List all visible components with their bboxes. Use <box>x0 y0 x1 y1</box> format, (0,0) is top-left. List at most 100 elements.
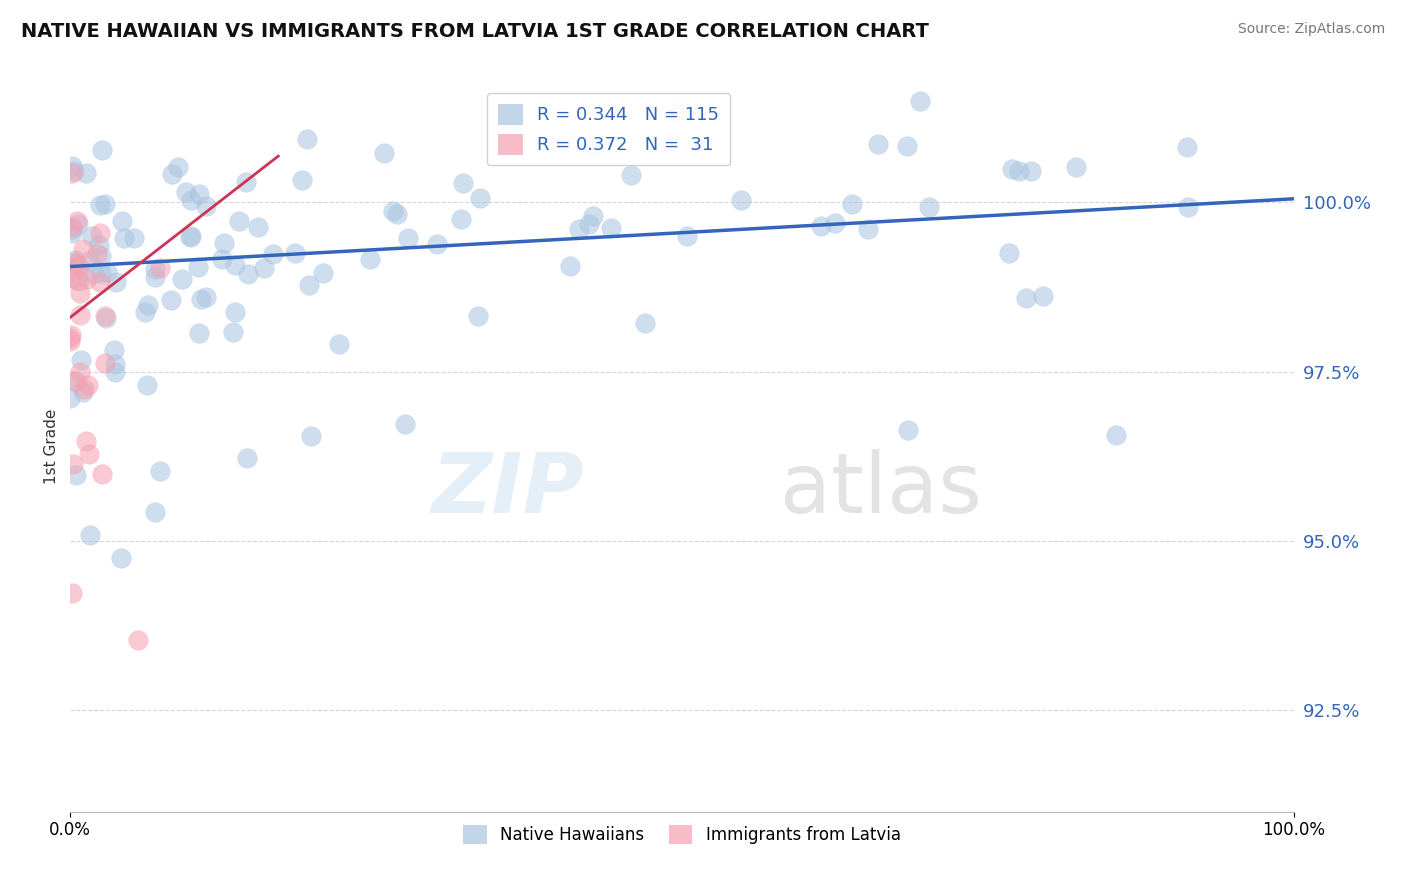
Point <box>65 253 87 268</box>
Point <box>103 343 125 358</box>
Point <box>253 260 276 275</box>
Point <box>105 275 128 289</box>
Point <box>238 267 260 281</box>
Point <box>135 377 157 392</box>
Point <box>297 132 319 146</box>
Point <box>896 139 918 153</box>
Point <box>80 229 103 244</box>
Point <box>582 209 605 223</box>
Point <box>60 166 83 180</box>
Point <box>93 197 115 211</box>
Point <box>111 214 134 228</box>
Point <box>866 136 889 151</box>
Point <box>143 270 166 285</box>
Point <box>188 187 211 202</box>
Point <box>222 326 245 340</box>
Point <box>89 198 111 212</box>
Point <box>89 275 111 289</box>
Point <box>96 311 118 326</box>
Point <box>600 221 623 235</box>
Point <box>89 226 111 240</box>
Point <box>65 260 87 275</box>
Point <box>620 168 643 182</box>
Point <box>66 214 89 228</box>
Point <box>63 257 86 271</box>
Point <box>96 265 118 279</box>
Point <box>63 374 86 388</box>
Point <box>160 293 183 307</box>
Point <box>224 258 246 272</box>
Point <box>450 212 472 227</box>
Point <box>468 191 491 205</box>
Point <box>381 204 404 219</box>
Point <box>247 220 270 235</box>
Legend: Native Hawaiians, Immigrants from Latvia: Native Hawaiians, Immigrants from Latvia <box>457 818 907 851</box>
Point <box>188 326 211 341</box>
Point <box>67 217 90 231</box>
Point <box>75 165 97 179</box>
Point <box>59 331 82 345</box>
Point <box>179 230 201 244</box>
Point <box>675 229 697 244</box>
Point <box>67 274 90 288</box>
Point <box>91 144 114 158</box>
Point <box>77 253 100 268</box>
Point <box>194 290 217 304</box>
Point <box>77 447 100 461</box>
Point <box>810 219 832 234</box>
Point <box>72 384 94 399</box>
Text: Source: ZipAtlas.com: Source: ZipAtlas.com <box>1237 22 1385 37</box>
Point <box>60 222 83 236</box>
Point <box>582 139 605 153</box>
Point <box>730 194 752 208</box>
Point <box>1177 200 1199 214</box>
Point <box>136 298 159 312</box>
Point <box>373 146 395 161</box>
Point <box>299 429 322 443</box>
Point <box>167 160 190 174</box>
Point <box>59 271 82 285</box>
Point <box>634 316 657 330</box>
Point <box>453 176 475 190</box>
Point <box>396 231 419 245</box>
Point <box>143 505 166 519</box>
Point <box>467 310 489 324</box>
Point <box>212 235 235 250</box>
Y-axis label: 1st Grade: 1st Grade <box>44 409 59 483</box>
Point <box>76 272 98 286</box>
Point <box>856 222 879 236</box>
Point <box>359 252 381 267</box>
Text: ZIP: ZIP <box>432 450 583 531</box>
Text: atlas: atlas <box>780 450 981 531</box>
Point <box>236 450 259 465</box>
Point <box>70 353 93 368</box>
Point <box>67 258 90 272</box>
Point <box>72 242 94 256</box>
Point <box>62 163 84 178</box>
Point <box>91 467 114 481</box>
Point <box>1064 160 1087 174</box>
Point <box>578 217 600 231</box>
Text: NATIVE HAWAIIAN VS IMMIGRANTS FROM LATVIA 1ST GRADE CORRELATION CHART: NATIVE HAWAIIAN VS IMMIGRANTS FROM LATVI… <box>21 22 929 41</box>
Point <box>86 246 108 260</box>
Point <box>1177 140 1199 154</box>
Point <box>149 464 172 478</box>
Point <box>59 327 82 342</box>
Point <box>69 308 91 322</box>
Point <box>1019 164 1042 178</box>
Point <box>62 458 84 472</box>
Point <box>1105 428 1128 442</box>
Point <box>65 374 87 388</box>
Point <box>235 175 257 189</box>
Point <box>90 266 112 280</box>
Point <box>143 262 166 277</box>
Point <box>1008 164 1031 178</box>
Point <box>134 305 156 319</box>
Point <box>69 285 91 300</box>
Point <box>668 104 690 119</box>
Point <box>190 292 212 306</box>
Point <box>174 185 197 199</box>
Point <box>824 216 846 230</box>
Point <box>897 423 920 437</box>
Point <box>228 213 250 227</box>
